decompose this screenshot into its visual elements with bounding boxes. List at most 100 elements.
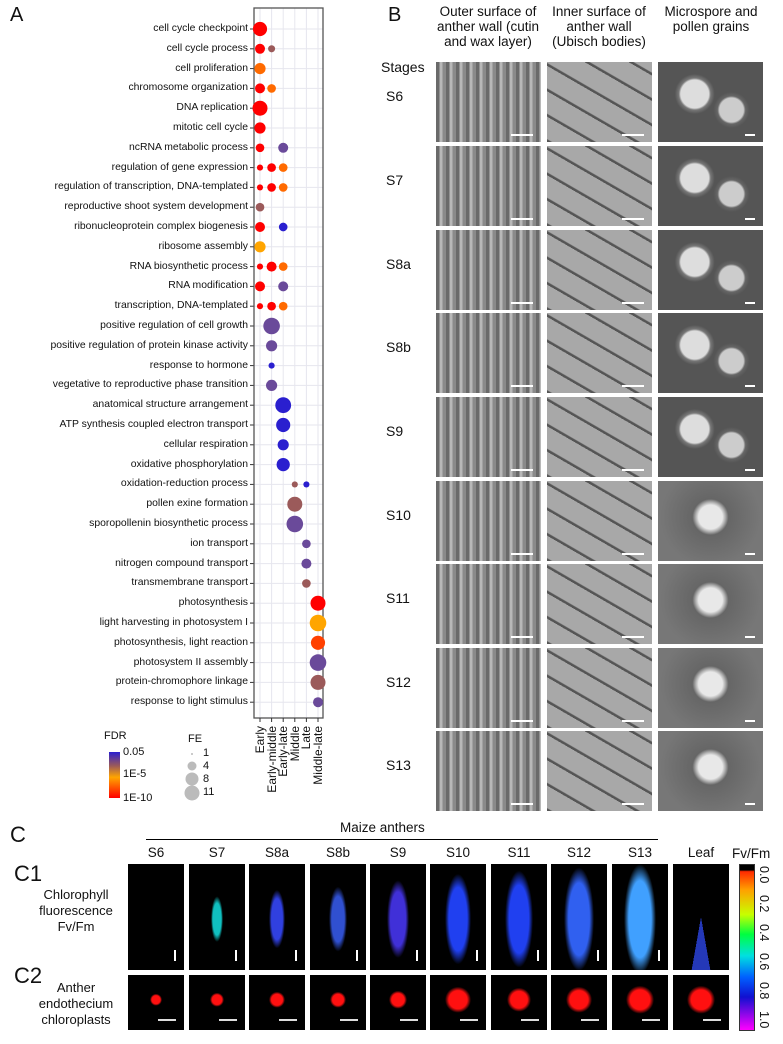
y-tick-label: ion transport bbox=[190, 537, 248, 549]
sem-image bbox=[658, 481, 763, 561]
stage-column-title: S13 bbox=[627, 845, 653, 860]
y-tick-label: mitotic cell cycle bbox=[172, 122, 248, 133]
bubble-point bbox=[277, 439, 289, 451]
y-tick-label: oxidation-reduction process bbox=[120, 478, 248, 490]
panel-c-label: C bbox=[10, 822, 26, 847]
y-tick-label: regulation of transcription, DNA-templat… bbox=[54, 181, 248, 193]
scale-bar bbox=[597, 950, 599, 961]
fe-value: 11 bbox=[203, 786, 215, 798]
stage-label: S8b bbox=[386, 339, 411, 355]
scale-bar bbox=[460, 1019, 478, 1021]
y-tick-label: sporopollenin biosynthetic process bbox=[89, 518, 248, 529]
bubble-point bbox=[275, 397, 292, 414]
chlorophyll-fluorescence-image bbox=[491, 864, 547, 970]
bubble-point bbox=[256, 164, 264, 171]
stage-column-title: S12 bbox=[566, 845, 592, 860]
colorbar-tick-label: 0.8 bbox=[757, 982, 771, 1000]
sem-image bbox=[658, 397, 763, 477]
stage-label: S12 bbox=[386, 674, 411, 690]
y-tick-label: DNA replication bbox=[176, 102, 248, 114]
fe-legend-circle bbox=[191, 753, 193, 755]
scale-bar bbox=[745, 636, 755, 638]
bubble-point bbox=[254, 63, 266, 75]
y-tick-label: ATP synthesis coupled electron transport bbox=[59, 419, 248, 430]
y-tick-label: protein-chromophore linkage bbox=[115, 676, 248, 688]
sem-image bbox=[436, 731, 541, 811]
y-tick-label: photosynthesis, light reaction bbox=[113, 636, 248, 648]
scale-bar bbox=[622, 302, 644, 304]
bubble-point bbox=[276, 457, 290, 472]
bubble-point bbox=[291, 481, 298, 488]
fvfm-colorbar bbox=[739, 864, 755, 1031]
stage-column-title: S10 bbox=[445, 845, 471, 860]
y-tick-label: vegetative to reproductive phase transit… bbox=[52, 379, 248, 391]
sem-image bbox=[547, 62, 652, 142]
colorbar-title: Fv/Fm bbox=[732, 846, 771, 861]
bubble-point bbox=[278, 142, 289, 153]
bubble-point bbox=[301, 558, 312, 569]
bubble-point bbox=[310, 595, 326, 611]
scale-bar bbox=[622, 803, 644, 805]
scale-bar bbox=[703, 1019, 721, 1021]
scale-bar bbox=[511, 469, 533, 471]
c1-description: Chlorophyll fluorescence Fv/Fm bbox=[39, 887, 113, 934]
scale-bar bbox=[581, 1019, 599, 1021]
scale-bar bbox=[642, 1019, 660, 1021]
stage-column-title: S8b bbox=[325, 845, 351, 860]
bubble-point bbox=[263, 317, 280, 335]
bubble-point bbox=[254, 122, 266, 134]
scale-bar bbox=[235, 950, 237, 961]
y-tick-label: photosystem II assembly bbox=[133, 656, 248, 668]
colorbar-tick-label: 0.4 bbox=[757, 924, 771, 942]
column-header-inner-surface: Inner surface of anther wall (Ubisch bod… bbox=[552, 4, 646, 49]
bubble-point bbox=[268, 362, 275, 369]
bubble-point bbox=[276, 417, 291, 433]
bubble-point bbox=[310, 635, 326, 650]
sem-image bbox=[547, 313, 652, 393]
sem-image bbox=[436, 62, 541, 142]
scale-bar bbox=[511, 134, 533, 136]
y-tick-label: photosynthesis bbox=[178, 597, 248, 609]
y-tick-label: transcription, DNA-templated bbox=[114, 300, 248, 312]
y-tick-label: ncRNA metabolic process bbox=[129, 141, 248, 153]
scale-bar bbox=[295, 950, 297, 961]
y-tick-label: chromosome organization bbox=[128, 82, 248, 94]
scale-bar bbox=[279, 1019, 297, 1021]
stage-column-title: S7 bbox=[208, 845, 226, 860]
y-tick-label: positive regulation of protein kinase ac… bbox=[50, 339, 248, 351]
bubble-point bbox=[255, 83, 265, 94]
fe-legend-title: FE bbox=[188, 733, 203, 745]
y-tick-label: response to hormone bbox=[149, 359, 248, 371]
stage-column-title: Leaf bbox=[687, 845, 715, 860]
chlorophyll-fluorescence-image bbox=[673, 864, 729, 970]
scale-bar bbox=[158, 1019, 176, 1021]
bubble-point bbox=[266, 261, 277, 272]
sem-image bbox=[436, 481, 541, 561]
stage-label: S6 bbox=[386, 88, 404, 104]
bubble-point bbox=[267, 301, 276, 311]
bubble-point bbox=[278, 183, 288, 192]
bubble-point bbox=[255, 143, 265, 153]
y-tick-label: nitrogen compound transport bbox=[115, 557, 248, 569]
fe-value: 4 bbox=[203, 760, 210, 772]
scale-bar bbox=[622, 636, 644, 638]
c2-description: Anther endothecium chloroplasts bbox=[38, 980, 114, 1027]
sem-image bbox=[658, 230, 763, 310]
bubble-point bbox=[278, 301, 288, 311]
scale-bar bbox=[511, 803, 533, 805]
fe-legend-circle bbox=[184, 785, 200, 801]
sem-image bbox=[436, 564, 541, 644]
stage-label: S10 bbox=[386, 507, 411, 523]
scale-bar bbox=[745, 218, 755, 220]
y-tick-label: cellular respiration bbox=[163, 438, 248, 450]
scale-bar bbox=[622, 134, 644, 136]
chloroplast-image bbox=[249, 975, 305, 1030]
fdr-tick: 1E-5 bbox=[123, 768, 147, 780]
scale-bar bbox=[356, 950, 358, 961]
sem-image bbox=[436, 146, 541, 226]
y-tick-label: RNA biosynthetic process bbox=[129, 260, 248, 272]
bubble-point bbox=[267, 183, 276, 192]
chloroplast-image bbox=[551, 975, 607, 1030]
scale-bar bbox=[340, 1019, 358, 1021]
fdr-legend-title: FDR bbox=[104, 730, 127, 742]
